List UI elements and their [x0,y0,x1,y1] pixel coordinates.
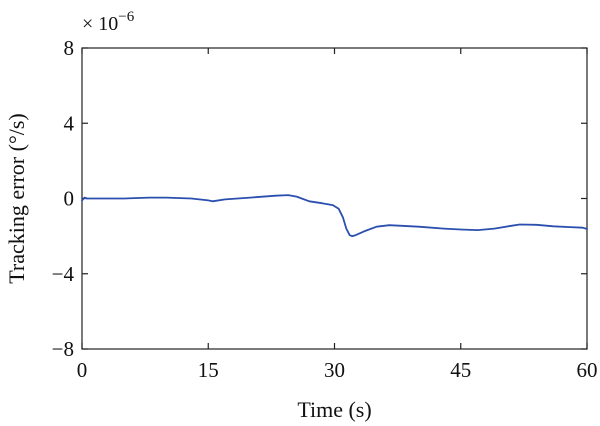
y-tick-label: 4 [64,111,75,135]
series-line [81,194,588,238]
y-axis-multiplier: × 10−6 [82,9,135,35]
y-axis-multiplier-exponent: −6 [118,9,134,25]
x-tick-label: 60 [577,358,598,382]
x-tick-label: 0 [77,358,88,382]
y-tick-label: 0 [64,187,75,211]
x-axis-title: Time (s) [297,397,371,422]
y-tick-label: −8 [52,337,74,361]
x-tick-label: 45 [450,358,471,382]
y-axis-title: Tracking error (°/s) [4,113,29,284]
y-axis-multiplier-base: × 10 [82,13,118,35]
y-tick-label: −4 [52,262,75,286]
series-layer [81,194,588,238]
y-axis-ticks: 8 4 0 −4 −8 [52,36,587,361]
x-tick-label: 15 [198,358,219,382]
y-tick-label: 8 [64,36,75,60]
x-tick-label: 30 [324,358,345,382]
x-axis-ticks: 0 15 30 45 60 [77,48,598,382]
